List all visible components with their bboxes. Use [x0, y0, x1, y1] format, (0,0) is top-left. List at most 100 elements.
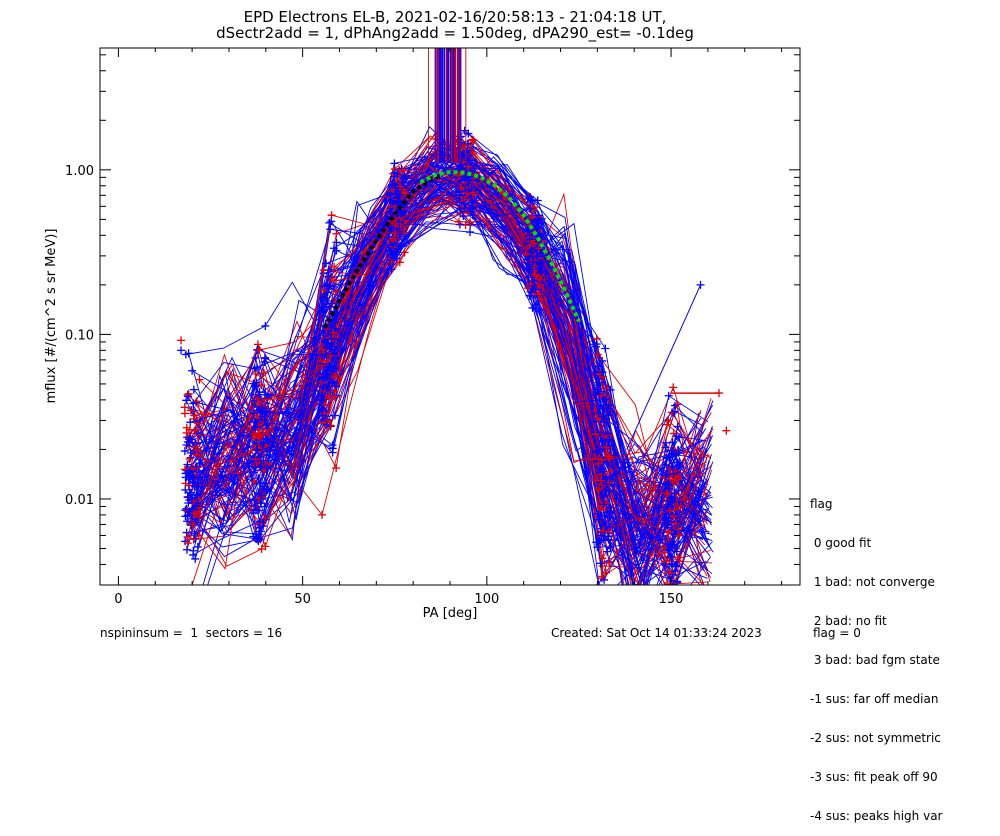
sweep-86-point-2: [254, 390, 263, 399]
sweep-100-point-4: [323, 371, 332, 380]
sweep-142-point-2: [257, 407, 266, 416]
sweep-line-149: [198, 179, 700, 585]
y-tick-label-0: 0.01: [65, 493, 94, 508]
sweep-33-point-4: [323, 416, 332, 425]
sweep-84-point-4: [331, 287, 340, 296]
legend-item-5: -2 sus: not symmetric: [810, 731, 941, 745]
sweep-147-point-2: [251, 455, 260, 464]
sweep-126-point-0: [190, 509, 199, 518]
sweep-36-point-12: [601, 568, 610, 577]
sweep-140-point-8: [461, 199, 470, 208]
sweep-136-point-12: [595, 515, 604, 524]
sweep-88-point-2: [254, 474, 263, 483]
sweep-42-point-14: [672, 489, 681, 498]
sweep-60-point-0: [193, 463, 202, 472]
sweep-125-point-12: [599, 404, 608, 413]
sweep-127-point-14: [668, 559, 677, 568]
flag-legend: flag 0 good fit 1 bad: not converge 2 ba…: [810, 472, 942, 836]
sweep-74-point-0: [189, 399, 198, 408]
sweep-131-point-2: [260, 416, 269, 425]
sweep-119-point-10: [523, 194, 532, 203]
sweep-137-point-14: [669, 469, 678, 478]
sweep-71-point-0: [193, 542, 202, 551]
sweep-102-point-2: [259, 369, 268, 378]
sweep-115-point-2: [258, 403, 267, 412]
sweep-137-point-2: [263, 390, 272, 399]
sweep-82-point-12: [599, 500, 608, 509]
sweep-141-point-14: [665, 506, 674, 515]
x-axis-label: PA [deg]: [423, 606, 478, 621]
sweep-46-point-0: [183, 460, 192, 469]
sweep-111-point-2: [255, 398, 264, 407]
sweep-147-point-12: [596, 476, 605, 485]
sweep-line-147: [198, 174, 714, 585]
x-tick-label-0: 0: [114, 592, 122, 607]
sweep-129-point-2: [258, 429, 267, 438]
sweep-106-point-10: [533, 224, 542, 233]
sweep-139-point-0: [186, 418, 195, 427]
sweep-line-134: [190, 165, 709, 579]
sweep-59-point-6: [397, 164, 406, 173]
sweep-134-point-8: [466, 161, 475, 170]
sweep-52-point-14: [672, 547, 681, 556]
sweep-108-point-6: [389, 234, 398, 243]
sweep-145-point-4: [322, 420, 331, 429]
sweep-40-point-0: [189, 385, 198, 394]
sweep-66-point-10: [535, 280, 544, 289]
legend-item-4: -1 sus: far off median: [810, 692, 939, 706]
sweep-125-point-0: [181, 473, 190, 482]
sweep-133-point-14: [664, 514, 673, 523]
outlier-point-0: [177, 336, 186, 345]
sweep-104-point-10: [533, 196, 542, 205]
sweep-123-point-14: [665, 568, 674, 577]
data-layer: [177, 48, 731, 624]
sweep-112-point-12: [602, 414, 611, 423]
sweep-51-point-14: [663, 616, 671, 624]
sweep-144-point-2: [261, 542, 270, 551]
sweep-134-point-10: [536, 260, 545, 269]
sweep-line-140: [186, 171, 706, 585]
sweep-111-point-8: [466, 218, 475, 227]
sweep-147-point-10: [531, 271, 540, 280]
sweep-143-point-2: [250, 382, 259, 391]
sweep-143-point-10: [529, 257, 538, 266]
sweep-72-point-0: [191, 426, 200, 435]
sweep-96-point-14: [673, 501, 682, 510]
sweep-136-point-10: [524, 260, 533, 269]
sweep-72-point-10: [527, 213, 536, 222]
sweep-98-point-12: [593, 381, 602, 390]
sweep-34-point-12: [598, 491, 607, 500]
chart-title-line2: dSectr2add = 1, dPhAng2add = 1.50deg, dP…: [216, 24, 694, 43]
x-tick-label-1: 50: [294, 592, 311, 607]
sweep-140-point-10: [526, 287, 535, 296]
sweep-127-point-12: [601, 485, 610, 494]
sweep-103-point-2: [262, 420, 271, 429]
sweep-119-point-2: [261, 321, 270, 330]
sweep-83-point-0: [185, 433, 194, 442]
sweep-140-point-12: [596, 428, 605, 437]
sweep-116-point-14: [663, 520, 672, 529]
sweep-138-point-2: [254, 444, 263, 453]
sweep-140-point-14: [673, 422, 682, 431]
sweep-112-point-2: [263, 447, 272, 456]
sweep-81-point-4: [330, 263, 339, 272]
sweep-91-point-10: [533, 215, 542, 224]
sweep-134-point-0: [187, 521, 196, 530]
outlier-link-blue: [626, 284, 701, 450]
sweep-130-point-0: [183, 392, 192, 401]
sweep-128-point-8: [459, 173, 468, 182]
sweep-32-point-0: [191, 554, 200, 563]
sweep-121-point-10: [535, 245, 544, 254]
sweep-48-point-12: [597, 574, 606, 583]
sweep-115-point-14: [671, 567, 680, 576]
sweep-35-point-4: [329, 244, 338, 253]
sweep-35-point-0: [182, 545, 191, 554]
sweep-127-point-10: [526, 248, 535, 257]
sweep-132-point-14: [660, 548, 669, 557]
sweep-140-point-0: [183, 517, 192, 526]
sweep-97-point-2: [256, 499, 265, 508]
sweep-131-point-0: [193, 499, 202, 508]
legend-item-1: 1 bad: not converge: [810, 575, 935, 589]
sweep-90-point-8: [469, 136, 478, 145]
sweep-132-point-12: [595, 484, 604, 493]
